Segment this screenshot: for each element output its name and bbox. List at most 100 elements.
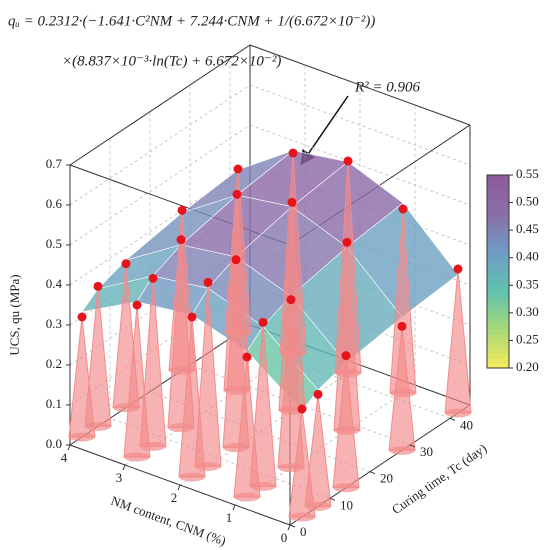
colorbar-segment bbox=[487, 329, 509, 335]
data-point bbox=[177, 205, 187, 215]
colorbar-segment bbox=[487, 199, 509, 205]
colorbar-segment bbox=[487, 189, 509, 195]
data-point bbox=[398, 204, 408, 214]
cone-body bbox=[388, 326, 416, 451]
data-point bbox=[176, 235, 186, 245]
tick-mark bbox=[449, 417, 456, 421]
tick-mark bbox=[289, 524, 296, 528]
y-tick-label: 10 bbox=[340, 497, 353, 512]
colorbar-segment bbox=[487, 242, 509, 248]
cone bbox=[178, 312, 206, 482]
tick-mark bbox=[329, 497, 336, 501]
colorbar-segment bbox=[487, 334, 509, 340]
colorbar-segment bbox=[487, 300, 509, 306]
colorbar-segment bbox=[487, 281, 509, 287]
cone bbox=[288, 404, 316, 522]
data-point bbox=[342, 237, 352, 247]
data-point bbox=[258, 317, 268, 327]
data-point bbox=[148, 273, 158, 283]
colorbar-segment bbox=[487, 319, 509, 326]
cone-body bbox=[304, 394, 332, 507]
data-point bbox=[132, 300, 142, 310]
tick-mark bbox=[287, 524, 291, 531]
z-axis-label: UCS, qu (MPa) bbox=[7, 274, 22, 355]
cone bbox=[233, 352, 261, 502]
data-point bbox=[397, 321, 407, 331]
data-point bbox=[453, 264, 463, 274]
colorbar-tick-label: 0.50 bbox=[516, 194, 539, 209]
cone-body bbox=[288, 408, 316, 518]
colorbar-segment bbox=[487, 305, 509, 311]
z-tick-label: 0.4 bbox=[46, 276, 63, 291]
z-tick-label: 0.6 bbox=[46, 196, 63, 211]
data-point bbox=[233, 164, 243, 174]
data-point bbox=[288, 148, 298, 158]
colorbar-segment bbox=[487, 194, 509, 200]
colorbar-segment bbox=[487, 184, 509, 190]
colorbar-segment bbox=[487, 358, 509, 364]
data-point bbox=[231, 255, 241, 265]
box-edge bbox=[69, 44, 251, 166]
colorbar-segment bbox=[487, 213, 509, 219]
colorbar-segment bbox=[487, 343, 509, 350]
x-tick-label: 4 bbox=[61, 450, 68, 465]
grid-line bbox=[69, 84, 251, 206]
data-point bbox=[287, 197, 297, 207]
cone-body bbox=[68, 316, 96, 438]
colorbar-tick-label: 0.20 bbox=[516, 359, 539, 374]
tick-mark bbox=[177, 484, 181, 491]
cone bbox=[332, 351, 360, 493]
tick-mark bbox=[122, 464, 126, 471]
data-point bbox=[187, 312, 197, 322]
colorbar-tick-label: 0.35 bbox=[516, 276, 539, 291]
colorbar-segment bbox=[487, 175, 509, 181]
colorbar-segment bbox=[487, 252, 509, 258]
data-point bbox=[93, 281, 103, 291]
cone-body bbox=[84, 286, 112, 427]
z-tick-label: 0.0 bbox=[46, 436, 62, 451]
x-tick-label: 2 bbox=[171, 490, 178, 505]
colorbar-segment bbox=[487, 232, 509, 239]
cone bbox=[277, 295, 305, 473]
equation-line: ×(8.837×10⁻³·ln(Tc) + 6.672×10⁻²) bbox=[62, 53, 281, 69]
data-point bbox=[341, 351, 351, 361]
data-point bbox=[77, 312, 87, 322]
z-tick-label: 0.2 bbox=[46, 356, 62, 371]
z-tick-label: 0.1 bbox=[46, 396, 62, 411]
data-point bbox=[343, 156, 353, 166]
y-tick-label: 0 bbox=[300, 524, 307, 539]
x-tick-label: 0 bbox=[281, 530, 288, 545]
colorbar-segment bbox=[487, 276, 509, 282]
colorbar-segment bbox=[487, 339, 509, 345]
colorbar-segment bbox=[487, 266, 509, 272]
z-tick-label: 0.7 bbox=[46, 156, 63, 171]
data-point bbox=[297, 404, 307, 414]
tick-mark bbox=[232, 504, 236, 511]
data-point bbox=[121, 259, 131, 269]
colorbar-segment bbox=[487, 208, 509, 215]
cone bbox=[68, 312, 96, 442]
colorbar-segment bbox=[487, 179, 509, 186]
annotation: R² = 0.906 bbox=[354, 79, 421, 95]
colorbar-segment bbox=[487, 310, 509, 316]
colorbar-segment bbox=[487, 257, 509, 263]
cone bbox=[123, 300, 151, 462]
cone bbox=[444, 264, 472, 418]
colorbar-segment bbox=[487, 348, 509, 355]
cone-body bbox=[444, 268, 472, 414]
tick-mark bbox=[67, 444, 71, 451]
y-tick-label: 20 bbox=[380, 471, 393, 486]
data-point bbox=[242, 352, 252, 362]
colorbar-segment bbox=[487, 218, 509, 224]
box-edge bbox=[249, 44, 471, 126]
colorbar-segment bbox=[487, 324, 509, 330]
colorbar-segment bbox=[487, 285, 509, 292]
tick-mark bbox=[409, 444, 416, 448]
grid-line bbox=[69, 124, 251, 246]
annotation-arrow bbox=[300, 95, 349, 166]
tick-mark bbox=[369, 471, 376, 475]
data-point bbox=[286, 295, 296, 305]
equation-line: qᵤ = 0.2312·(−1.641·C²NM + 7.244·CNM + 1… bbox=[8, 13, 375, 29]
data-point bbox=[203, 277, 213, 287]
